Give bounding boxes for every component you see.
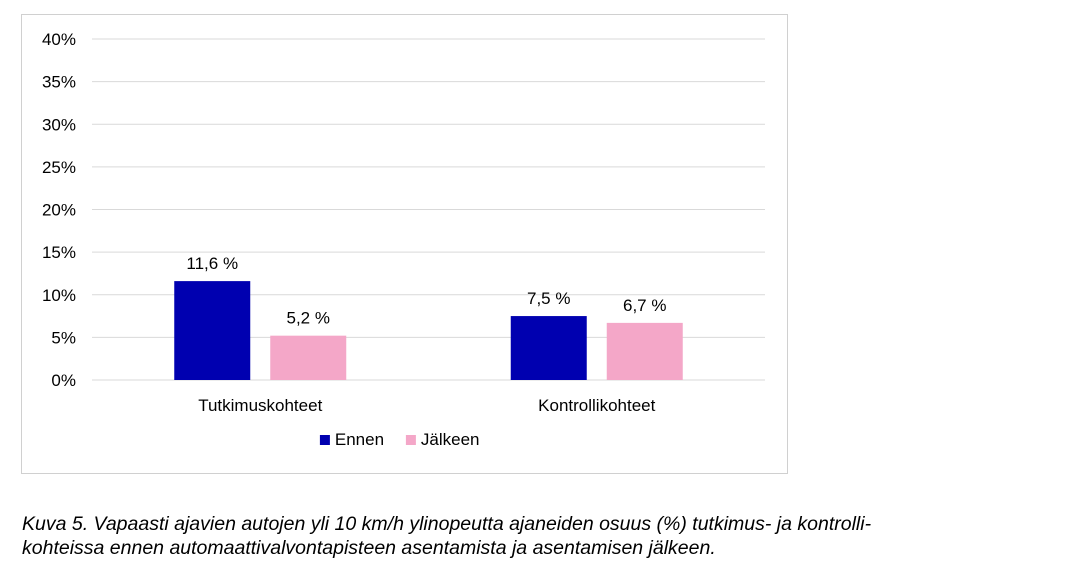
category-label: Kontrollikohteet <box>538 396 655 415</box>
data-label: 6,7 % <box>623 296 666 315</box>
bar <box>510 316 587 380</box>
legend-swatch <box>405 435 416 445</box>
chart-frame: 0% 5% 10% 15% 20% 25% 30% 35% 40% 11,6 % 5,2 % Tutk… <box>21 14 788 474</box>
bar-chart: 0% 5% 10% 15% 20% 25% 30% 35% 40% 11,6 % 5,2 % Tutk… <box>42 30 765 449</box>
data-label: 5,2 % <box>287 309 330 328</box>
bar <box>174 281 251 380</box>
data-label: 11,6 % <box>186 254 238 273</box>
legend-label: Jälkeen <box>421 430 480 449</box>
y-tick-label: 40% <box>42 30 76 49</box>
y-tick-label: 15% <box>42 243 76 262</box>
y-tick-label: 25% <box>42 158 76 177</box>
caption-line-1: Kuva 5. Vapaasti ajavien autojen yli 10 … <box>22 513 872 535</box>
category-label: Tutkimuskohteet <box>198 396 322 415</box>
figure-caption: Kuva 5. Vapaasti ajavien autojen yli 10 … <box>22 512 1052 560</box>
y-tick-label: 0% <box>51 371 76 390</box>
y-tick-label: 5% <box>51 328 76 347</box>
caption-line-2: kohteissa ennen automaattivalvontapistee… <box>22 537 716 559</box>
y-tick-label: 10% <box>42 286 76 305</box>
data-label: 7,5 % <box>527 289 570 308</box>
legend-swatch <box>319 435 330 445</box>
bar <box>606 322 683 380</box>
y-tick-label: 20% <box>42 201 76 220</box>
legend-label: Ennen <box>335 430 384 449</box>
bar <box>270 335 347 380</box>
y-tick-label: 30% <box>42 115 76 134</box>
y-tick-label: 35% <box>42 73 76 92</box>
